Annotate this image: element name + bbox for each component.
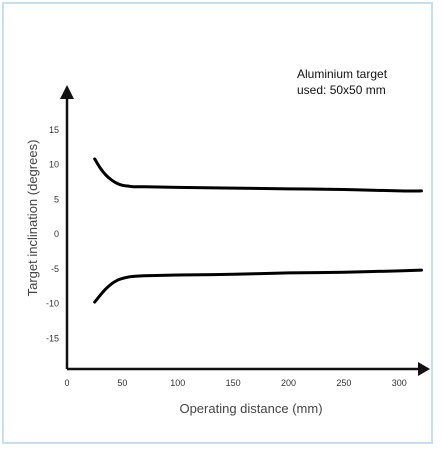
x-tick-labels: 0 50 100 150 200 250 300: [64, 378, 406, 388]
x-axis-label: Operating distance (mm): [179, 401, 322, 416]
x-tick-label: 250: [336, 378, 351, 388]
annotation-line-1: Aluminium target: [297, 67, 388, 81]
annotation-line-2: used: 50x50 mm: [297, 83, 386, 97]
y-tick-label: 10: [49, 160, 59, 170]
series-line-2: [93, 268, 423, 304]
y-tick-label: -5: [51, 264, 59, 274]
x-tick-label: 300: [392, 378, 407, 388]
y-tick-label: 0: [54, 229, 59, 239]
y-tick-label: 5: [54, 194, 59, 204]
y-tick-label: -15: [46, 333, 59, 343]
x-tick-label: 50: [117, 378, 127, 388]
chart-frame: [2, 2, 433, 444]
x-tick-label: 150: [226, 378, 241, 388]
x-tick-label: 100: [170, 378, 185, 388]
y-tick-label: 15: [49, 125, 59, 135]
x-tick-label: 200: [281, 378, 296, 388]
x-tick-label: 0: [64, 378, 69, 388]
annotation: Aluminium target used: 50x50 mm: [297, 66, 387, 98]
y-axis-arrow: [60, 85, 74, 99]
series-lines: [93, 157, 423, 304]
y-axis-label: Target inclination (degrees): [25, 140, 40, 297]
x-axis-arrow: [418, 362, 430, 376]
series-line-1: [93, 157, 423, 193]
y-tick-labels: 15 10 5 0 -5 -10 -15: [46, 125, 59, 344]
y-tick-label: -10: [46, 299, 59, 309]
